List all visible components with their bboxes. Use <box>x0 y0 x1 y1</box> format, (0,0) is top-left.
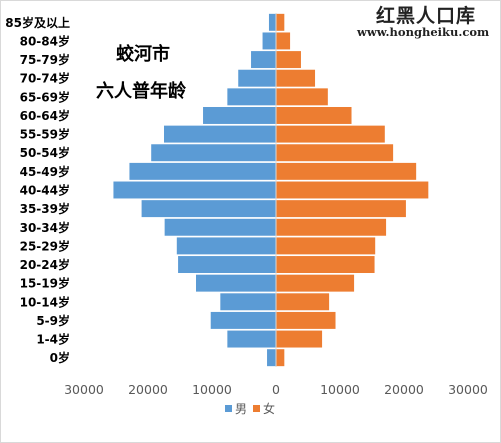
male-bar-3 <box>238 69 276 87</box>
male-bar-5 <box>203 107 276 124</box>
male-bar-12 <box>176 237 276 255</box>
legend-swatch-female <box>253 405 260 412</box>
category-label-10: 35-39岁 <box>20 201 70 216</box>
category-label-1: 80-84岁 <box>20 33 70 48</box>
chart-title-line-1: 蛟河市 <box>116 44 170 65</box>
male-bar-11 <box>164 218 276 236</box>
female-bar-1 <box>276 32 291 50</box>
male-bar-1 <box>262 32 276 50</box>
female-bar-4 <box>276 88 328 106</box>
category-label-15: 10-14岁 <box>20 294 70 309</box>
category-label-9: 40-44岁 <box>20 183 70 198</box>
male-bar-15 <box>220 293 276 311</box>
category-label-8: 45-49岁 <box>20 164 70 179</box>
chart-title-line-2: 六人普年龄 <box>96 81 186 102</box>
x-tick-label-0: 30000 <box>64 382 104 397</box>
legend-label-male: 男 <box>235 402 247 416</box>
female-bar-12 <box>276 237 376 255</box>
category-label-16: 5-9岁 <box>36 313 70 328</box>
category-label-18: 0岁 <box>50 350 70 365</box>
category-label-11: 30-34岁 <box>20 220 70 235</box>
male-bar-10 <box>141 200 276 218</box>
female-bar-7 <box>276 144 394 162</box>
x-tick-label-6: 30000 <box>448 382 488 397</box>
x-tick-label-1: 20000 <box>128 382 168 397</box>
female-bar-17 <box>276 330 323 348</box>
female-bar-18 <box>276 349 285 367</box>
female-bar-16 <box>276 311 336 329</box>
x-tick-label-3: 0 <box>272 382 280 397</box>
male-bar-17 <box>227 330 276 348</box>
watermark-url: www.hongheiku.com <box>357 25 490 39</box>
male-bar-7 <box>151 144 276 162</box>
category-label-0: 85岁及以上 <box>5 15 70 30</box>
category-label-12: 25-29岁 <box>20 238 70 253</box>
category-label-6: 55-59岁 <box>20 127 70 142</box>
male-bar-6 <box>164 125 276 143</box>
category-label-3: 70-74岁 <box>20 71 70 86</box>
x-tick-label-5: 20000 <box>384 382 424 397</box>
category-label-14: 15-19岁 <box>20 276 70 291</box>
category-label-2: 75-79岁 <box>20 52 70 67</box>
watermark-brand: 红黑人口库 <box>376 5 477 27</box>
female-bar-14 <box>276 274 355 292</box>
category-label-17: 1-4岁 <box>36 332 70 347</box>
x-tick-labels: 30000 20000 10000 0 10000 20000 30000 <box>64 382 488 397</box>
male-bar-16 <box>210 311 276 329</box>
female-bar-6 <box>276 125 385 143</box>
female-bar-13 <box>276 256 375 273</box>
category-label-13: 20-24岁 <box>20 257 70 272</box>
category-label-7: 50-54岁 <box>20 145 70 160</box>
female-bar-3 <box>276 69 316 87</box>
female-bar-9 <box>276 181 429 199</box>
legend: 男女 <box>225 401 275 416</box>
legend-label-female: 女 <box>263 401 275 416</box>
category-label-4: 65-69岁 <box>20 89 70 104</box>
female-bar-10 <box>276 200 406 218</box>
male-bar-4 <box>227 88 276 106</box>
female-bar-8 <box>276 162 417 180</box>
category-labels: 85岁及以上 80-84岁 75-79岁 70-74岁 65-69岁 60-64岁 55-5… <box>5 15 70 365</box>
female-bar-0 <box>276 13 285 31</box>
male-bar-9 <box>113 181 276 199</box>
female-bar-11 <box>276 218 387 236</box>
male-bar-2 <box>251 51 276 69</box>
male-bar-8 <box>129 162 276 180</box>
category-label-5: 60-64岁 <box>20 108 70 123</box>
male-bar-14 <box>196 274 276 292</box>
x-tick-label-2: 10000 <box>192 382 232 397</box>
x-tick-label-4: 10000 <box>320 382 360 397</box>
male-bar-18 <box>267 349 276 367</box>
female-bar-2 <box>276 51 301 69</box>
female-bar-5 <box>276 107 352 124</box>
male-bar-13 <box>178 256 276 273</box>
bars-layer <box>113 13 429 367</box>
female-bar-15 <box>276 293 330 311</box>
legend-swatch-male <box>225 405 232 412</box>
male-bar-0 <box>268 13 276 31</box>
